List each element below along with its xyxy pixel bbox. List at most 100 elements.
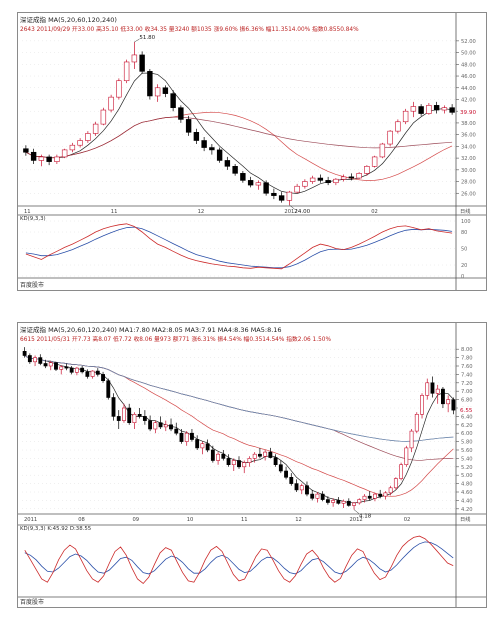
candle-body (43, 363, 48, 367)
candle-body (294, 185, 300, 193)
chart-2-svg: 深证成指 MA(5,20,60,120,240) MA1:7.80 MA2:8.… (18, 323, 486, 607)
candle-body (331, 500, 336, 503)
candle-body (116, 416, 121, 421)
candle-body (158, 422, 163, 428)
candle-body (123, 61, 130, 82)
y-tick-label: 46.00 (461, 74, 476, 80)
candle-body (185, 119, 192, 133)
candle-body (348, 176, 355, 179)
ma-line-120 (24, 355, 454, 442)
y-tick-label: 8.00 (461, 347, 473, 353)
price-tag-bg (458, 107, 480, 115)
x-tick-label: 10 (187, 517, 194, 523)
kdj-label: KD(9,3,3) K:45.92 D:38.55 (20, 526, 91, 532)
y-tick-label: 6.80 (461, 398, 473, 404)
y-tick-label: 4.40 (461, 498, 473, 504)
ma-line-5 (25, 72, 453, 194)
x-tick-label: 日线 (460, 515, 470, 523)
kdj-tick-label: 80 (461, 230, 467, 236)
candle-body (247, 180, 254, 186)
candle-body (216, 453, 221, 461)
candle-body (284, 470, 288, 478)
candle-body (299, 485, 304, 491)
candle-body (320, 493, 325, 500)
candle-body (179, 432, 184, 442)
candle-body (278, 195, 285, 201)
candle-body (232, 166, 238, 174)
annotation-pointer (353, 509, 360, 514)
candle-body (441, 107, 448, 111)
candle-body (278, 464, 283, 472)
candle-body (224, 160, 231, 167)
candle-body (399, 464, 404, 479)
candle-body (184, 432, 189, 442)
candle-body (263, 451, 268, 457)
price-tag: 39.90 (460, 110, 476, 116)
price-tag-bg (458, 406, 480, 414)
candle-body (449, 107, 455, 113)
candle-body (383, 492, 388, 497)
candle-body (190, 432, 194, 440)
candle-body (61, 149, 68, 158)
y-tick-label: 38.00 (461, 121, 476, 127)
candle-body (111, 397, 116, 417)
candle-body (90, 370, 95, 377)
candle-body (242, 462, 247, 468)
candle-body (257, 453, 262, 457)
x-tick-label: 08 (78, 517, 85, 523)
x-tick-label: 2011 (24, 517, 37, 523)
candle-body (226, 458, 231, 465)
candle-body (23, 148, 29, 153)
candle-body (387, 130, 393, 145)
candle-body (22, 350, 27, 356)
candle-body (367, 495, 372, 499)
candle-body (38, 357, 43, 364)
y-tick-label: 52.00 (461, 39, 476, 45)
annotation-label: 24.00 (294, 209, 310, 215)
candle-body (273, 457, 278, 465)
candle-body (122, 407, 126, 421)
candle-body (74, 367, 79, 373)
candle-body (132, 414, 137, 424)
candle-body (69, 367, 74, 373)
kdj-tick-label: 20 (461, 263, 467, 269)
candle-body (371, 156, 378, 167)
candle-body (356, 173, 362, 179)
candle-body (441, 388, 445, 405)
candle-body (357, 499, 362, 504)
candle-body (46, 156, 52, 162)
candle-body (409, 430, 414, 449)
y-tick-label: 44.00 (461, 86, 476, 92)
candle-body (92, 123, 99, 134)
candle-body (77, 140, 83, 146)
candle-body (420, 395, 424, 415)
y-tick-label: 6.00 (461, 431, 473, 437)
candle-body (425, 382, 430, 396)
candle-body (231, 460, 236, 465)
annotation-pointer (134, 38, 140, 43)
x-tick-label: 12 (198, 209, 205, 215)
candle-body (446, 399, 451, 405)
annotation-pointer (289, 204, 295, 210)
candle-body (106, 380, 111, 398)
candle-body (393, 478, 398, 489)
candle-body (131, 54, 138, 63)
candle-body (216, 149, 223, 161)
annotation-label: 51.80 (139, 35, 155, 41)
candle-body (27, 355, 32, 363)
candle-body (69, 144, 76, 151)
kdj-tick-label: 0 (461, 274, 464, 280)
candle-body (305, 485, 309, 495)
y-tick-label: 42.00 (461, 97, 476, 103)
y-tick-label: 6.20 (461, 423, 473, 429)
candle-body (209, 147, 215, 151)
y-tick-label: 5.40 (461, 456, 473, 462)
y-tick-label: 6.40 (461, 414, 473, 420)
candle-body (373, 493, 377, 499)
chart-header-line2: 6615 2011/05/31 开7.73 高8.07 低7.72 收8.06 … (20, 335, 331, 343)
chart-panel-1: 深证成指 MA(5,20,60,120,240) 2643 2011/09/29 … (17, 12, 487, 291)
candle-body (402, 110, 409, 123)
candle-body (142, 416, 147, 421)
candle-body (108, 96, 114, 111)
candle-body (325, 180, 331, 184)
